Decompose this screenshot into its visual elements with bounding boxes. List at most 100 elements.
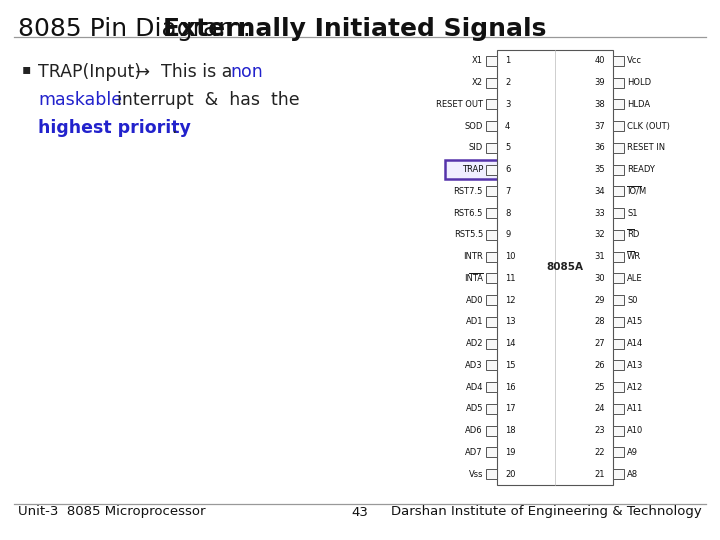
Bar: [613, 56, 624, 66]
Text: 16: 16: [505, 383, 516, 391]
Text: 32: 32: [595, 231, 605, 239]
Text: Vcc: Vcc: [627, 56, 642, 65]
Bar: [486, 360, 497, 370]
Bar: [497, 50, 613, 485]
Text: 31: 31: [595, 252, 605, 261]
Text: 5: 5: [505, 144, 510, 152]
Text: 9: 9: [505, 231, 510, 239]
Bar: [486, 208, 497, 218]
Text: 14: 14: [505, 339, 516, 348]
Bar: [486, 404, 497, 414]
Bar: [613, 99, 624, 110]
Text: A15: A15: [627, 318, 643, 326]
Text: ALE: ALE: [627, 274, 643, 283]
Bar: [613, 404, 624, 414]
Text: HLDA: HLDA: [627, 100, 650, 109]
Text: RST5.5: RST5.5: [454, 231, 483, 239]
Text: 7: 7: [505, 187, 510, 196]
Bar: [613, 447, 624, 457]
Text: 17: 17: [505, 404, 516, 414]
Text: 4: 4: [505, 122, 510, 131]
Bar: [613, 143, 624, 153]
Text: READY: READY: [627, 165, 655, 174]
Text: A14: A14: [627, 339, 643, 348]
Bar: [613, 252, 624, 261]
Bar: [486, 447, 497, 457]
Text: RD: RD: [627, 231, 639, 239]
Bar: [486, 165, 497, 174]
Bar: [486, 121, 497, 131]
Text: 12: 12: [505, 295, 516, 305]
Bar: [486, 317, 497, 327]
Text: RESET IN: RESET IN: [627, 144, 665, 152]
Bar: [486, 99, 497, 110]
Bar: [486, 78, 497, 87]
Bar: [486, 56, 497, 66]
Text: A13: A13: [627, 361, 644, 370]
Text: AD6: AD6: [465, 426, 483, 435]
Text: CLK (OUT): CLK (OUT): [627, 122, 670, 131]
Bar: [613, 382, 624, 392]
Text: 10: 10: [505, 252, 516, 261]
Text: IO/M: IO/M: [627, 187, 647, 196]
Text: X2: X2: [472, 78, 483, 87]
Text: 2: 2: [505, 78, 510, 87]
Text: 24: 24: [595, 404, 605, 414]
Bar: [486, 186, 497, 197]
Text: 26: 26: [595, 361, 605, 370]
Bar: [486, 273, 497, 284]
Text: HOLD: HOLD: [627, 78, 651, 87]
Bar: [613, 273, 624, 284]
Bar: [445, 160, 513, 179]
Text: 37: 37: [594, 122, 605, 131]
Text: AD0: AD0: [466, 295, 483, 305]
Text: A8: A8: [627, 470, 638, 478]
Text: 30: 30: [595, 274, 605, 283]
Bar: [486, 339, 497, 349]
Text: 38: 38: [594, 100, 605, 109]
Text: SOD: SOD: [464, 122, 483, 131]
Text: 39: 39: [595, 78, 605, 87]
Text: 11: 11: [505, 274, 516, 283]
Text: highest priority: highest priority: [38, 119, 191, 137]
Bar: [486, 469, 497, 479]
Text: A9: A9: [627, 448, 638, 457]
Text: AD3: AD3: [465, 361, 483, 370]
Text: 21: 21: [595, 470, 605, 478]
Text: 19: 19: [505, 448, 516, 457]
Text: Externally Initiated Signals: Externally Initiated Signals: [163, 17, 546, 41]
Text: Unit-3  8085 Microprocessor: Unit-3 8085 Microprocessor: [18, 505, 205, 518]
Text: X1: X1: [472, 56, 483, 65]
Text: 8085 Pin Diagram:: 8085 Pin Diagram:: [18, 17, 259, 41]
Text: 28: 28: [595, 318, 605, 326]
Text: 36: 36: [594, 144, 605, 152]
Text: ▪: ▪: [22, 62, 32, 76]
Text: 6: 6: [505, 165, 510, 174]
Bar: [613, 295, 624, 305]
Text: AD5: AD5: [466, 404, 483, 414]
Text: Darshan Institute of Engineering & Technology: Darshan Institute of Engineering & Techn…: [391, 505, 702, 518]
Text: 27: 27: [595, 339, 605, 348]
Text: A11: A11: [627, 404, 643, 414]
Bar: [486, 295, 497, 305]
Text: AD7: AD7: [465, 448, 483, 457]
Text: A10: A10: [627, 426, 643, 435]
Text: non: non: [230, 63, 263, 81]
Text: RESET OUT: RESET OUT: [436, 100, 483, 109]
Text: 20: 20: [505, 470, 516, 478]
Bar: [613, 230, 624, 240]
Text: INTR: INTR: [463, 252, 483, 261]
Bar: [486, 143, 497, 153]
Text: WR: WR: [627, 252, 641, 261]
Text: 22: 22: [595, 448, 605, 457]
Text: 29: 29: [595, 295, 605, 305]
Text: RST7.5: RST7.5: [454, 187, 483, 196]
Text: TRAP(Input): TRAP(Input): [38, 63, 141, 81]
Bar: [613, 165, 624, 174]
Text: RST6.5: RST6.5: [454, 208, 483, 218]
Text: maskable: maskable: [38, 91, 122, 109]
Text: 35: 35: [595, 165, 605, 174]
Text: 8085A: 8085A: [546, 262, 583, 273]
Text: TRAP: TRAP: [462, 165, 483, 174]
Text: 34: 34: [595, 187, 605, 196]
